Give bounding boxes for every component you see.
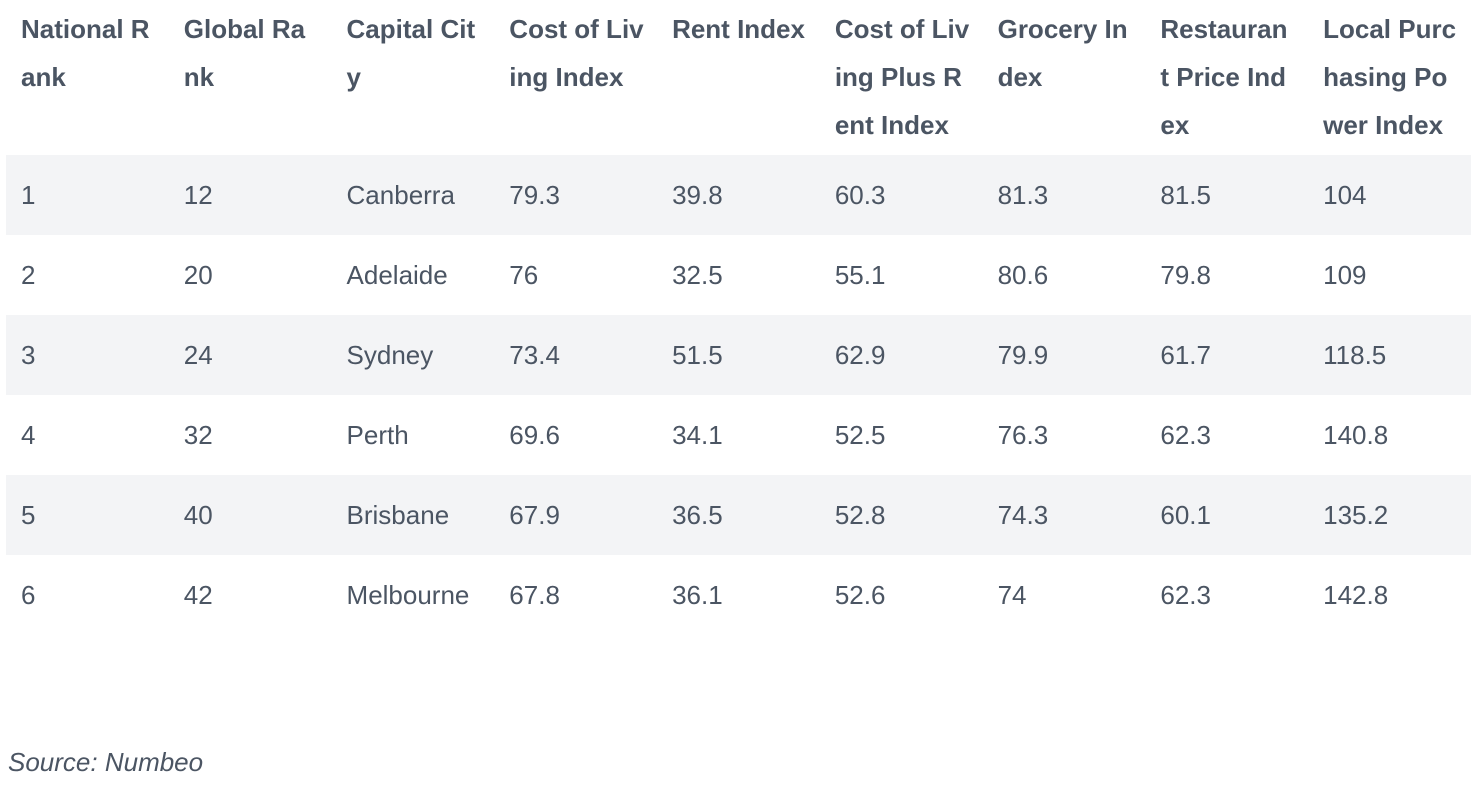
table-row: 2 20 Adelaide 76 32.5 55.1 80.6 79.8 109	[6, 235, 1471, 315]
table-header: National Rank Global Rank Capital City C…	[6, 0, 1471, 155]
cell-rent-index: 34.1	[657, 395, 820, 475]
cell-capital-city: Canberra	[331, 155, 495, 235]
cell-rent-index: 39.8	[657, 155, 820, 235]
cell-grocery-index: 79.9	[982, 315, 1146, 395]
table-row: 4 32 Perth 69.6 34.1 52.5 76.3 62.3 140.…	[6, 395, 1471, 475]
cell-capital-city: Brisbane	[331, 475, 495, 555]
cell-restaurant-price-index: 60.1	[1145, 475, 1309, 555]
cell-global-rank: 42	[168, 555, 332, 635]
cost-of-living-table: National Rank Global Rank Capital City C…	[6, 0, 1471, 635]
cell-cost-of-living-plus-rent-index: 52.8	[819, 475, 983, 555]
source-caption: Source: Numbeo	[8, 747, 204, 777]
cell-cost-of-living-index: 69.6	[494, 395, 658, 475]
cell-global-rank: 12	[168, 155, 332, 235]
header-local-purchasing-power-index: Local Purchasing Power Index	[1323, 14, 1457, 140]
header-cost-of-living-plus-rent-index: Cost of Living Plus Rent Index	[834, 14, 970, 140]
cell-capital-city: Sydney	[331, 315, 495, 395]
cell-global-rank: 32	[168, 395, 332, 475]
cell-grocery-index: 80.6	[982, 235, 1146, 315]
cell-local-purchasing-power-index: 140.8	[1308, 395, 1471, 475]
table-row: 1 12 Canberra 79.3 39.8 60.3 81.3 81.5 1…	[6, 155, 1471, 235]
table-row: 3 24 Sydney 73.4 51.5 62.9 79.9 61.7 118…	[6, 315, 1471, 395]
header-restaurant-price-index: Restaurant Price Index	[1160, 14, 1288, 140]
cell-grocery-index: 74	[982, 555, 1146, 635]
header-grocery-index: Grocery Index	[997, 14, 1128, 92]
cell-cost-of-living-index: 67.8	[494, 555, 658, 635]
cell-grocery-index: 76.3	[982, 395, 1146, 475]
header-global-rank: Global Rank	[183, 14, 306, 92]
cell-national-rank: 4	[6, 395, 169, 475]
cell-local-purchasing-power-index: 109	[1308, 235, 1471, 315]
cell-grocery-index: 74.3	[982, 475, 1146, 555]
cell-cost-of-living-index: 79.3	[494, 155, 658, 235]
cell-national-rank: 5	[6, 475, 169, 555]
cell-cost-of-living-plus-rent-index: 52.6	[819, 555, 983, 635]
cell-rent-index: 32.5	[657, 235, 820, 315]
cell-cost-of-living-index: 76	[494, 235, 658, 315]
cell-global-rank: 24	[168, 315, 332, 395]
cell-capital-city: Adelaide	[331, 235, 495, 315]
cell-grocery-index: 81.3	[982, 155, 1146, 235]
cell-global-rank: 20	[168, 235, 332, 315]
cell-capital-city: Perth	[331, 395, 495, 475]
cell-national-rank: 1	[6, 155, 169, 235]
cell-capital-city: Melbourne	[331, 555, 495, 635]
table-body: 1 12 Canberra 79.3 39.8 60.3 81.3 81.5 1…	[6, 155, 1471, 635]
header-row: National Rank Global Rank Capital City C…	[6, 0, 1471, 155]
header-rent-index: Rent Index	[672, 14, 805, 44]
cell-cost-of-living-plus-rent-index: 55.1	[819, 235, 983, 315]
cell-restaurant-price-index: 62.3	[1145, 395, 1309, 475]
cell-restaurant-price-index: 79.8	[1145, 235, 1309, 315]
cell-cost-of-living-plus-rent-index: 62.9	[819, 315, 983, 395]
header-national-rank: National Rank	[21, 14, 150, 92]
cell-local-purchasing-power-index: 135.2	[1308, 475, 1471, 555]
cell-cost-of-living-index: 73.4	[494, 315, 658, 395]
cell-cost-of-living-plus-rent-index: 52.5	[819, 395, 983, 475]
cell-rent-index: 36.5	[657, 475, 820, 555]
cell-cost-of-living-index: 67.9	[494, 475, 658, 555]
table-row: 5 40 Brisbane 67.9 36.5 52.8 74.3 60.1 1…	[6, 475, 1471, 555]
cell-restaurant-price-index: 81.5	[1145, 155, 1309, 235]
table-row: 6 42 Melbourne 67.8 36.1 52.6 74 62.3 14…	[6, 555, 1471, 635]
cost-of-living-table-container: National Rank Global Rank Capital City C…	[6, 0, 1471, 635]
cell-national-rank: 2	[6, 235, 169, 315]
cell-restaurant-price-index: 62.3	[1145, 555, 1309, 635]
header-capital-city: Capital City	[346, 14, 476, 92]
cell-global-rank: 40	[168, 475, 332, 555]
cell-national-rank: 3	[6, 315, 169, 395]
cell-national-rank: 6	[6, 555, 169, 635]
cell-cost-of-living-plus-rent-index: 60.3	[819, 155, 983, 235]
cell-local-purchasing-power-index: 142.8	[1308, 555, 1471, 635]
cell-local-purchasing-power-index: 104	[1308, 155, 1471, 235]
cell-rent-index: 51.5	[657, 315, 820, 395]
header-cost-of-living-index: Cost of Living Index	[509, 14, 644, 92]
cell-local-purchasing-power-index: 118.5	[1308, 315, 1471, 395]
cell-rent-index: 36.1	[657, 555, 820, 635]
cell-restaurant-price-index: 61.7	[1145, 315, 1309, 395]
